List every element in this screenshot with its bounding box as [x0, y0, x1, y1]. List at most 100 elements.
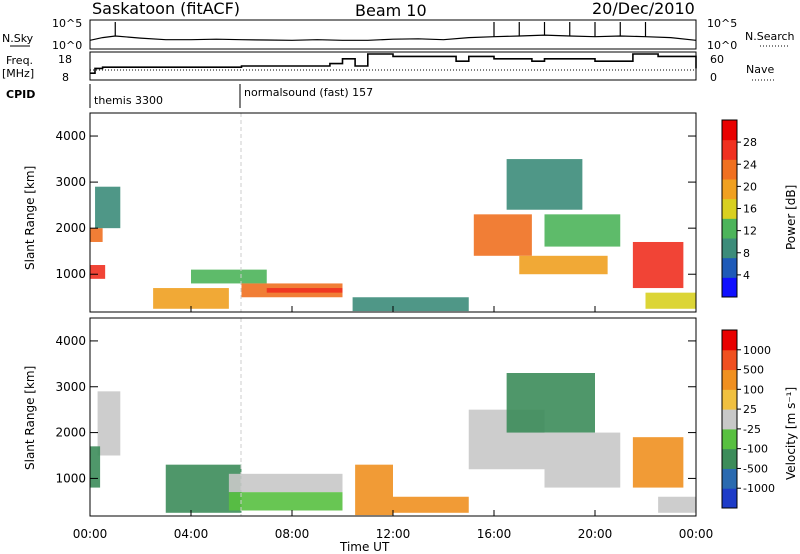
velocity-colorbar-tick-label: -25: [743, 423, 761, 436]
velocity-cell: [658, 496, 696, 513]
velocity-colorbar-ticks: 1000 500 100 25 -25 -100 -500 -1000: [737, 344, 775, 495]
velocity-colorbar-block: [722, 448, 737, 469]
freq-panel: Freq. [MHz] 18 8 60 0 Nave: [2, 51, 775, 84]
power-colorbar: 4 8 12 16 20 24 28 Power [dB]: [721, 119, 798, 298]
power-cell: [153, 288, 229, 309]
velocity-colorbar-frame: [721, 329, 738, 509]
cpid-label: CPID: [6, 88, 35, 101]
nave-bottom-tick: 0: [710, 71, 717, 84]
velocity-colorbar-block: [722, 389, 737, 410]
power-colorbar-tick-label: 16: [743, 203, 757, 216]
x-tick-label: 16:00: [477, 527, 512, 541]
nsky-bottom-tick: 10^0: [52, 39, 82, 52]
freq-bottom-tick: 8: [62, 71, 69, 84]
velocity-colorbar-block: [722, 428, 737, 450]
power-colorbar-block: [722, 159, 737, 180]
velocity-colorbar-label: Velocity [m s⁻¹]: [784, 387, 798, 480]
nsearch-bottom-tick: 10^0: [707, 39, 737, 52]
date-label: 20/Dec/2010: [592, 0, 695, 18]
nsky-spikes: [114, 22, 647, 37]
x-tick-label: 00:00: [679, 527, 714, 541]
power-colorbar-block: [722, 120, 737, 141]
nsky-panel: N.Sky 10^5 10^0 10^5 10^0 N.Search: [2, 17, 795, 52]
power-y-tick-label: 4000: [55, 129, 86, 143]
velocity-colorbar-tick-label: 1000: [743, 344, 771, 357]
velocity-colorbar: 1000 500 100 25 -25 -100 -500 -1000 Velocity [m…: [721, 329, 798, 509]
power-cell: [506, 159, 583, 210]
velocity-colorbar-tick-label: 500: [743, 364, 764, 377]
mhz-label: [MHz]: [2, 67, 34, 80]
power-colorbar-tick-label: 4: [743, 269, 750, 282]
nsky-top-tick: 10^5: [52, 17, 82, 30]
freq-top-tick: 18: [58, 53, 72, 66]
power-heatmap: [90, 159, 696, 312]
velocity-colorbar-block: [722, 349, 737, 371]
nsearch-top-tick: 10^5: [707, 17, 737, 30]
velocity-y-tick-label: 2000: [55, 426, 86, 440]
velocity-cell: [393, 496, 469, 513]
velocity-cell: [228, 492, 343, 511]
nsearch-label: N.Search: [745, 30, 795, 43]
freq-label: Freq.: [6, 54, 33, 67]
power-cell: [266, 288, 343, 293]
x-tick-label: 00:00: [73, 527, 108, 541]
velocity-yaxis: 1000 2000 3000 4000: [55, 334, 696, 485]
power-ylabel: Slant Range [km]: [23, 166, 37, 270]
power-cell: [519, 255, 608, 275]
x-tick-label: 04:00: [174, 527, 209, 541]
beam-label: Beam 10: [355, 1, 427, 20]
velocity-colorbar-block: [722, 330, 737, 351]
cpid-segment-2: normalsound (fast) 157: [244, 86, 373, 99]
power-y-tick-label: 2000: [55, 221, 86, 235]
velocity-heatmap: [90, 373, 696, 516]
velocity-colorbar-tick-label: 25: [743, 403, 757, 416]
velocity-cell: [506, 373, 595, 433]
power-panel: 1000 2000 3000 4000 Slant Range [km]: [23, 112, 697, 313]
nsky-frame: [89, 19, 697, 50]
velocity-cell: [228, 473, 343, 493]
station-title: Saskatoon (fitACF): [92, 0, 240, 18]
power-cell: [191, 269, 267, 284]
velocity-colorbar-tick-label: -1000: [743, 482, 775, 495]
power-colorbar-blocks: [722, 120, 737, 298]
power-cell: [544, 214, 621, 247]
velocity-ylabel: Slant Range [km]: [23, 366, 37, 470]
nsky-label: N.Sky: [2, 32, 34, 45]
nsky-line: [89, 34, 697, 41]
velocity-cell: [632, 437, 684, 488]
power-colorbar-block: [722, 277, 737, 298]
velocity-colorbar-tick-label: 100: [743, 383, 764, 396]
power-colorbar-tick-label: 12: [743, 225, 757, 238]
x-tick-label: 20:00: [578, 527, 613, 541]
cpid-segment-1: themis 3300: [94, 94, 163, 107]
x-axis-label: Time UT: [339, 540, 390, 554]
power-colorbar-block: [722, 198, 737, 219]
freq-line: [90, 53, 697, 74]
power-colorbar-tick-label: 28: [743, 136, 757, 149]
velocity-y-tick-label: 4000: [55, 334, 86, 348]
power-y-tick-label: 3000: [55, 175, 86, 189]
power-colorbar-label: Power [dB]: [784, 185, 798, 250]
power-colorbar-ticks: 4 8 12 16 20 24 28: [737, 136, 757, 282]
power-cell: [632, 241, 684, 289]
power-cell: [90, 265, 106, 279]
power-cell: [95, 186, 121, 229]
power-colorbar-block: [722, 218, 737, 239]
nave-top-tick: 60: [710, 53, 724, 66]
x-axis: 00:00 04:00 08:00 12:00 16:00 20:00 00:00: [73, 306, 714, 541]
velocity-colorbar-block: [722, 409, 737, 430]
nave-label: Nave: [746, 63, 774, 76]
power-cell: [645, 292, 696, 309]
velocity-cell: [544, 432, 621, 488]
velocity-y-tick-label: 1000: [55, 471, 86, 485]
cpid-row: CPID themis 3300 normalsound (fast) 157: [6, 84, 373, 108]
velocity-cell: [97, 391, 121, 456]
power-colorbar-tick-label: 8: [743, 247, 750, 260]
power-bg: [90, 113, 696, 312]
velocity-panel: 1000 2000 3000 4000 Slant Range [km]: [23, 317, 697, 517]
power-colorbar-tick-label: 20: [743, 180, 757, 193]
power-colorbar-block: [722, 139, 737, 160]
velocity-y-tick-label: 3000: [55, 380, 86, 394]
velocity-colorbar-block: [722, 488, 737, 509]
